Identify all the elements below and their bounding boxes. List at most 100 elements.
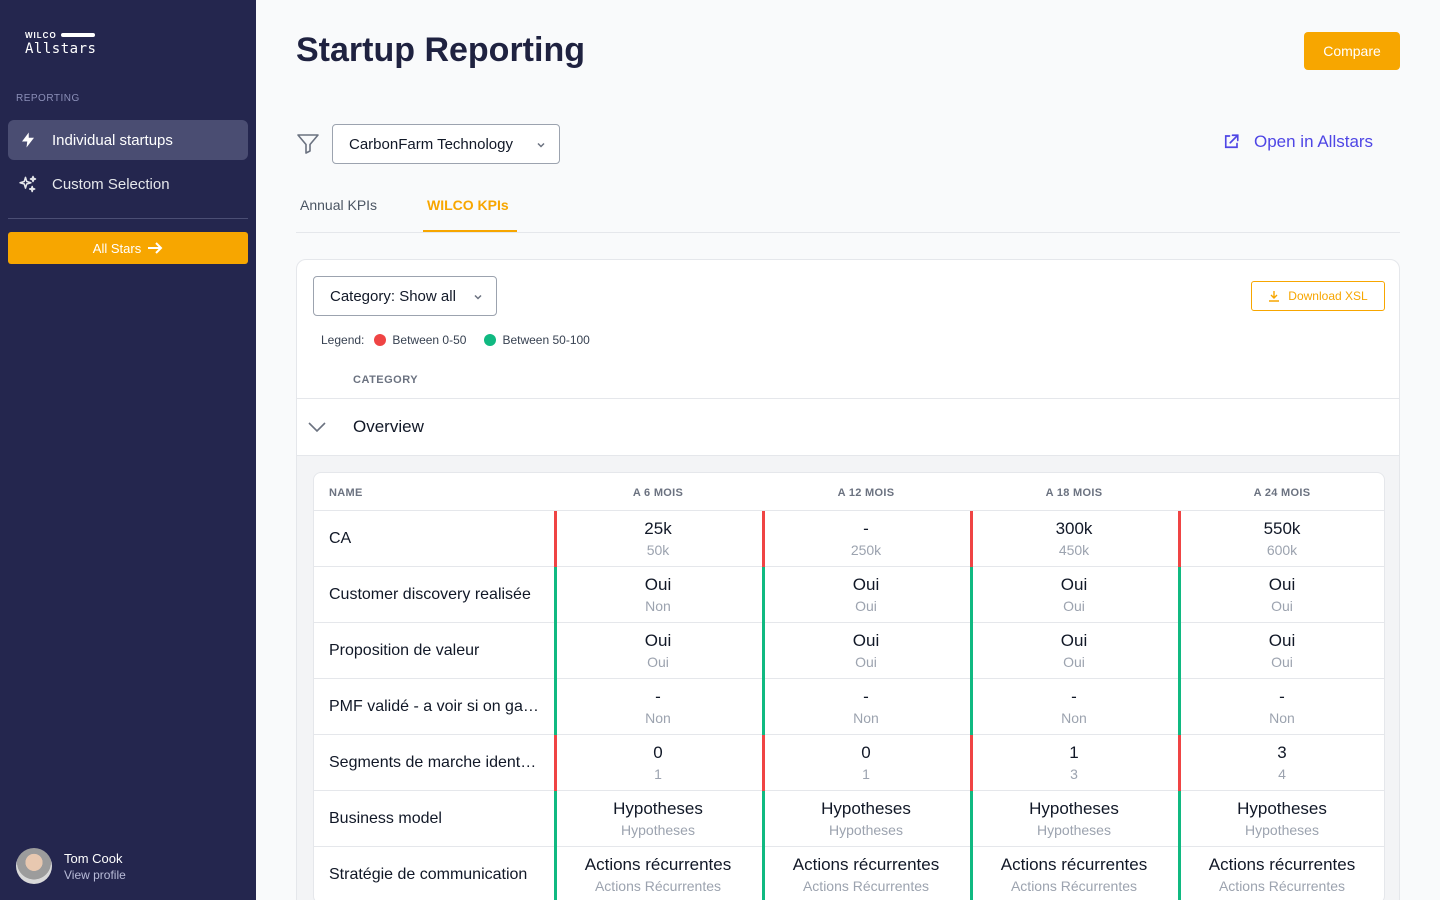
kpi-value: Actions récurrentes bbox=[1000, 855, 1148, 874]
status-bar bbox=[554, 511, 557, 567]
open-in-allstars-link[interactable]: Open in Allstars bbox=[1222, 132, 1373, 152]
open-in-allstars-label: Open in Allstars bbox=[1254, 132, 1374, 151]
logo-small-text: WILCO bbox=[25, 30, 57, 40]
kpi-cell: Hypotheses Hypotheses bbox=[762, 791, 970, 847]
kpi-value: 0 bbox=[861, 743, 871, 762]
category-column-header: CATEGORY bbox=[353, 374, 419, 386]
status-bar bbox=[1178, 791, 1181, 847]
category-row-overview[interactable]: Overview bbox=[297, 398, 1399, 456]
table-row[interactable]: PMF validé - a voir si on garde - Non - Non -… bbox=[314, 679, 1384, 735]
table-row[interactable]: Customer discovery realisée Oui Non Oui Oui O… bbox=[314, 567, 1384, 623]
logo[interactable]: WILCO Allstars bbox=[25, 30, 96, 58]
chevron-down-icon[interactable] bbox=[307, 421, 327, 433]
table-row[interactable]: CA 25k 50k -250k 300k 450k 550k 600k bbox=[314, 511, 1384, 567]
column-header: A 12 MOIS bbox=[837, 487, 895, 499]
legend-dot-red bbox=[374, 334, 387, 346]
kpi-cell: Oui Oui bbox=[554, 623, 762, 679]
view-profile-link[interactable]: View profile bbox=[64, 867, 126, 882]
kpi-target: 4 bbox=[1278, 766, 1286, 782]
kpi-cell: Oui Oui bbox=[1178, 567, 1384, 623]
table-body: CA 25k 50k -250k 300k 450k 550k 600k Customer di… bbox=[314, 511, 1384, 900]
filter-icon[interactable] bbox=[296, 132, 320, 161]
main-content: Startup Reporting Compare CarbonFarm Tec… bbox=[256, 0, 1440, 900]
status-bar bbox=[554, 679, 557, 735]
table-row[interactable]: Stratégie de communication Actions récurr… bbox=[314, 847, 1384, 900]
kpi-target: 50k bbox=[646, 542, 670, 558]
status-bar bbox=[1178, 679, 1181, 735]
status-bar bbox=[554, 791, 557, 847]
kpi-target: Oui bbox=[1271, 598, 1293, 614]
kpi-value: Oui bbox=[852, 575, 880, 594]
kpi-name: Segments de marche identifiés bbox=[329, 754, 539, 771]
kpi-cell: - Non bbox=[1178, 679, 1384, 735]
download-xsl-label: Download XSL bbox=[1288, 289, 1368, 303]
kpi-target: Oui bbox=[1271, 654, 1293, 670]
status-bar bbox=[1178, 847, 1181, 900]
status-bar bbox=[1178, 735, 1181, 791]
legend-label: Legend: bbox=[321, 333, 365, 347]
kpi-target: Oui bbox=[1063, 598, 1085, 614]
status-bar bbox=[1178, 623, 1181, 679]
kpi-value: Oui bbox=[1060, 575, 1088, 594]
kpi-name: Customer discovery realisée bbox=[329, 586, 531, 603]
all-stars-button[interactable]: All Stars bbox=[8, 232, 248, 264]
page-title: Startup Reporting bbox=[296, 31, 585, 69]
table-row[interactable]: Proposition de valeur Oui Oui Oui Oui Oui Oui O… bbox=[314, 623, 1384, 679]
kpi-value: - bbox=[655, 687, 661, 706]
arrow-right-icon bbox=[148, 242, 163, 254]
download-icon bbox=[1269, 291, 1280, 302]
kpi-value: Oui bbox=[1060, 631, 1088, 650]
sidebar-item-individual-startups[interactable]: Individual startups bbox=[8, 120, 248, 160]
startup-select[interactable]: CarbonFarm Technology bbox=[332, 124, 560, 164]
kpi-cell: - 250k bbox=[762, 511, 970, 567]
kpi-target: Non bbox=[853, 710, 879, 726]
status-bar bbox=[970, 735, 973, 791]
kpi-target: Non bbox=[645, 710, 671, 726]
download-xsl-button[interactable]: Download XSL bbox=[1251, 281, 1385, 311]
kpi-value: - bbox=[1071, 687, 1077, 706]
chevron-down-icon bbox=[474, 294, 482, 300]
kpi-value: - bbox=[1279, 687, 1285, 706]
kpi-value: 300k bbox=[1055, 519, 1093, 538]
table-row[interactable]: Segments de marche identifiés 0 1 0 1 1 3 3 4 bbox=[314, 735, 1384, 791]
user-profile[interactable]: Tom Cook View profile bbox=[16, 848, 126, 884]
status-bar bbox=[554, 623, 557, 679]
kpi-cell: Actions récurrentes Actions Récurrentes bbox=[762, 847, 970, 900]
kpi-value: Oui bbox=[1268, 631, 1296, 650]
kpi-name: Proposition de valeur bbox=[329, 642, 480, 659]
kpi-target: Hypotheses bbox=[829, 822, 903, 838]
kpi-target: Non bbox=[1061, 710, 1087, 726]
kpi-cell: Hypotheses Hypotheses bbox=[554, 791, 762, 847]
status-bar bbox=[970, 567, 973, 623]
table-row[interactable]: Business model Hypotheses Hypotheses Hypoth… bbox=[314, 791, 1384, 847]
kpi-name: PMF validé - a voir si on garde bbox=[329, 698, 539, 715]
avatar bbox=[16, 848, 52, 884]
kpi-value: 1 bbox=[1069, 743, 1079, 762]
kpi-cell: Oui Oui bbox=[762, 567, 970, 623]
kpi-cell: 550k 600k bbox=[1178, 511, 1384, 567]
kpi-target: Non bbox=[1269, 710, 1295, 726]
tab-annual-kpis[interactable]: Annual KPIs bbox=[300, 197, 378, 213]
status-bar bbox=[970, 511, 973, 567]
status-bar bbox=[762, 623, 765, 679]
column-header: A 6 MOIS bbox=[632, 487, 684, 499]
kpi-cell: - Non bbox=[762, 679, 970, 735]
tab-wilco-kpis[interactable]: WILCO KPIs bbox=[427, 197, 509, 213]
status-bar bbox=[970, 791, 973, 847]
status-bar bbox=[762, 567, 765, 623]
kpi-cell: 25k 50k bbox=[554, 511, 762, 567]
kpi-name: Business model bbox=[329, 810, 442, 827]
kpi-target: 1 bbox=[862, 766, 870, 782]
category-select[interactable]: Category: Show all bbox=[313, 276, 497, 316]
kpi-value: - bbox=[863, 519, 869, 538]
kpi-target: 3 bbox=[1070, 766, 1078, 782]
compare-button[interactable]: Compare bbox=[1304, 32, 1400, 70]
kpi-value: Hypotheses bbox=[613, 799, 703, 818]
kpi-cell: 300k 450k bbox=[970, 511, 1178, 567]
name-column-header: NAME bbox=[329, 487, 363, 499]
sidebar-item-custom-selection[interactable]: Custom Selection bbox=[8, 164, 248, 204]
kpi-target: Oui bbox=[647, 654, 669, 670]
kpi-value: Actions récurrentes bbox=[584, 855, 732, 874]
